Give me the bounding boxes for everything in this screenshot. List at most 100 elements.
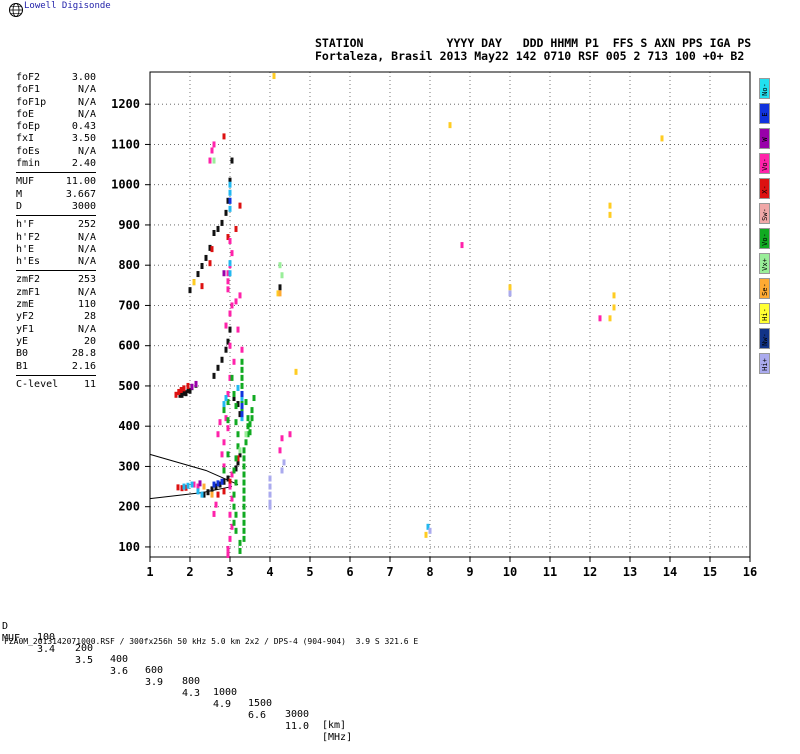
- legend-button[interactable]: Se-: [759, 278, 770, 299]
- muf-distance-table: D 100 200 400 600 800 1000 1500 3000 [km…: [0, 610, 352, 743]
- legend-button[interactable]: Hi-: [759, 303, 770, 324]
- legend-button[interactable]: Vo-: [759, 153, 770, 174]
- param-name: h'Es: [16, 256, 41, 268]
- echo-point: [236, 401, 240, 408]
- y-tick-label: 1000: [111, 178, 140, 192]
- param-name: B1: [16, 360, 29, 372]
- echo-point: [224, 415, 228, 422]
- echo-point: [242, 487, 246, 494]
- echo-point: [226, 417, 230, 424]
- echo-point: [230, 471, 234, 478]
- x-tick-label: 5: [306, 565, 313, 579]
- echo-point: [196, 483, 200, 490]
- echo-point: [228, 374, 232, 381]
- param-value: N/A: [77, 286, 96, 298]
- echo-point: [280, 272, 284, 279]
- param-row: h'F2 N/A: [16, 232, 96, 244]
- echo-point: [210, 147, 214, 154]
- distance-value: 800: [182, 676, 201, 687]
- echo-point: [238, 547, 242, 554]
- echo-point: [294, 368, 298, 375]
- y-tick-label: 1100: [111, 137, 140, 151]
- legend-button[interactable]: Nw-: [759, 328, 770, 349]
- echo-point: [240, 415, 244, 422]
- echo-point: [184, 390, 188, 397]
- legend-button[interactable]: X-: [759, 178, 770, 199]
- legend-button[interactable]: W: [759, 128, 770, 149]
- param-value: N/A: [77, 323, 96, 335]
- echo-point: [240, 390, 244, 397]
- x-tick-label: 6: [346, 565, 353, 579]
- param-value: 110: [77, 299, 96, 311]
- echo-point: [278, 262, 282, 269]
- legend-button[interactable]: Vo-: [759, 228, 770, 249]
- y-tick-label: 600: [118, 339, 140, 353]
- distance-value: 200: [75, 643, 94, 654]
- panel-divider: [16, 270, 96, 272]
- param-row: MUF 11.00: [16, 176, 96, 188]
- echo-point: [208, 157, 212, 164]
- param-name: D: [16, 200, 23, 212]
- echo-point: [208, 260, 212, 267]
- legend-button[interactable]: E: [759, 103, 770, 124]
- echo-point: [238, 292, 242, 299]
- echo-point: [222, 439, 226, 446]
- param-value: 252: [77, 219, 96, 231]
- legend-button[interactable]: No-: [759, 78, 770, 99]
- echo-point: [182, 385, 186, 392]
- legend-button[interactable]: Vx+: [759, 253, 770, 274]
- param-row: zmF1 N/A: [16, 287, 96, 299]
- param-name: zmF1: [16, 286, 41, 298]
- legend-button[interactable]: Sw-: [759, 203, 770, 224]
- echo-point: [234, 511, 238, 518]
- echo-point: [244, 399, 248, 406]
- param-value: N/A: [77, 231, 96, 243]
- param-name: foE: [16, 108, 35, 120]
- y-tick-label: 500: [118, 379, 140, 393]
- echo-point: [226, 286, 230, 293]
- echo-point: [612, 292, 616, 299]
- echo-point: [234, 527, 238, 534]
- legend-button-label: Se-: [761, 283, 769, 296]
- echo-point: [228, 511, 232, 518]
- echo-point: [242, 535, 246, 542]
- echo-point: [176, 484, 180, 491]
- param-value: 2.16: [71, 360, 96, 372]
- echo-point: [240, 382, 244, 389]
- param-name: B0: [16, 348, 29, 360]
- echo-point: [206, 489, 210, 496]
- echo-point: [202, 491, 206, 498]
- echo-point: [188, 287, 192, 294]
- echo-point: [228, 189, 232, 196]
- param-value: N/A: [77, 145, 96, 157]
- param-row: foF1p N/A: [16, 97, 96, 109]
- y-tick-label: 900: [118, 218, 140, 232]
- legend-button[interactable]: Hi+: [759, 353, 770, 374]
- param-name: yF2: [16, 311, 35, 323]
- echo-point: [242, 519, 246, 526]
- x-tick-label: 10: [503, 565, 517, 579]
- header-values: Fortaleza, Brasil 2013 May22 142 0710 RS…: [315, 49, 745, 63]
- echo-point: [228, 270, 232, 277]
- echo-point: [240, 399, 244, 406]
- echo-point: [240, 374, 244, 381]
- y-tick-label: 200: [118, 500, 140, 514]
- echo-point: [210, 491, 214, 498]
- param-value: 11.00: [65, 176, 96, 188]
- param-row: foF1 N/A: [16, 84, 96, 96]
- echo-point: [242, 455, 246, 462]
- param-row: h'F 252: [16, 219, 96, 231]
- echo-point: [182, 483, 186, 490]
- param-row: B1 2.16: [16, 361, 96, 373]
- x-tick-label: 4: [266, 565, 273, 579]
- param-value: N/A: [77, 243, 96, 255]
- echo-point: [278, 284, 282, 291]
- param-name: foF1p: [16, 96, 47, 108]
- echo-point: [224, 322, 228, 329]
- param-value: N/A: [77, 84, 96, 96]
- echo-point: [426, 523, 430, 530]
- echo-point: [220, 451, 224, 458]
- echo-point: [242, 511, 246, 518]
- echo-point: [242, 471, 246, 478]
- echo-point: [190, 481, 194, 488]
